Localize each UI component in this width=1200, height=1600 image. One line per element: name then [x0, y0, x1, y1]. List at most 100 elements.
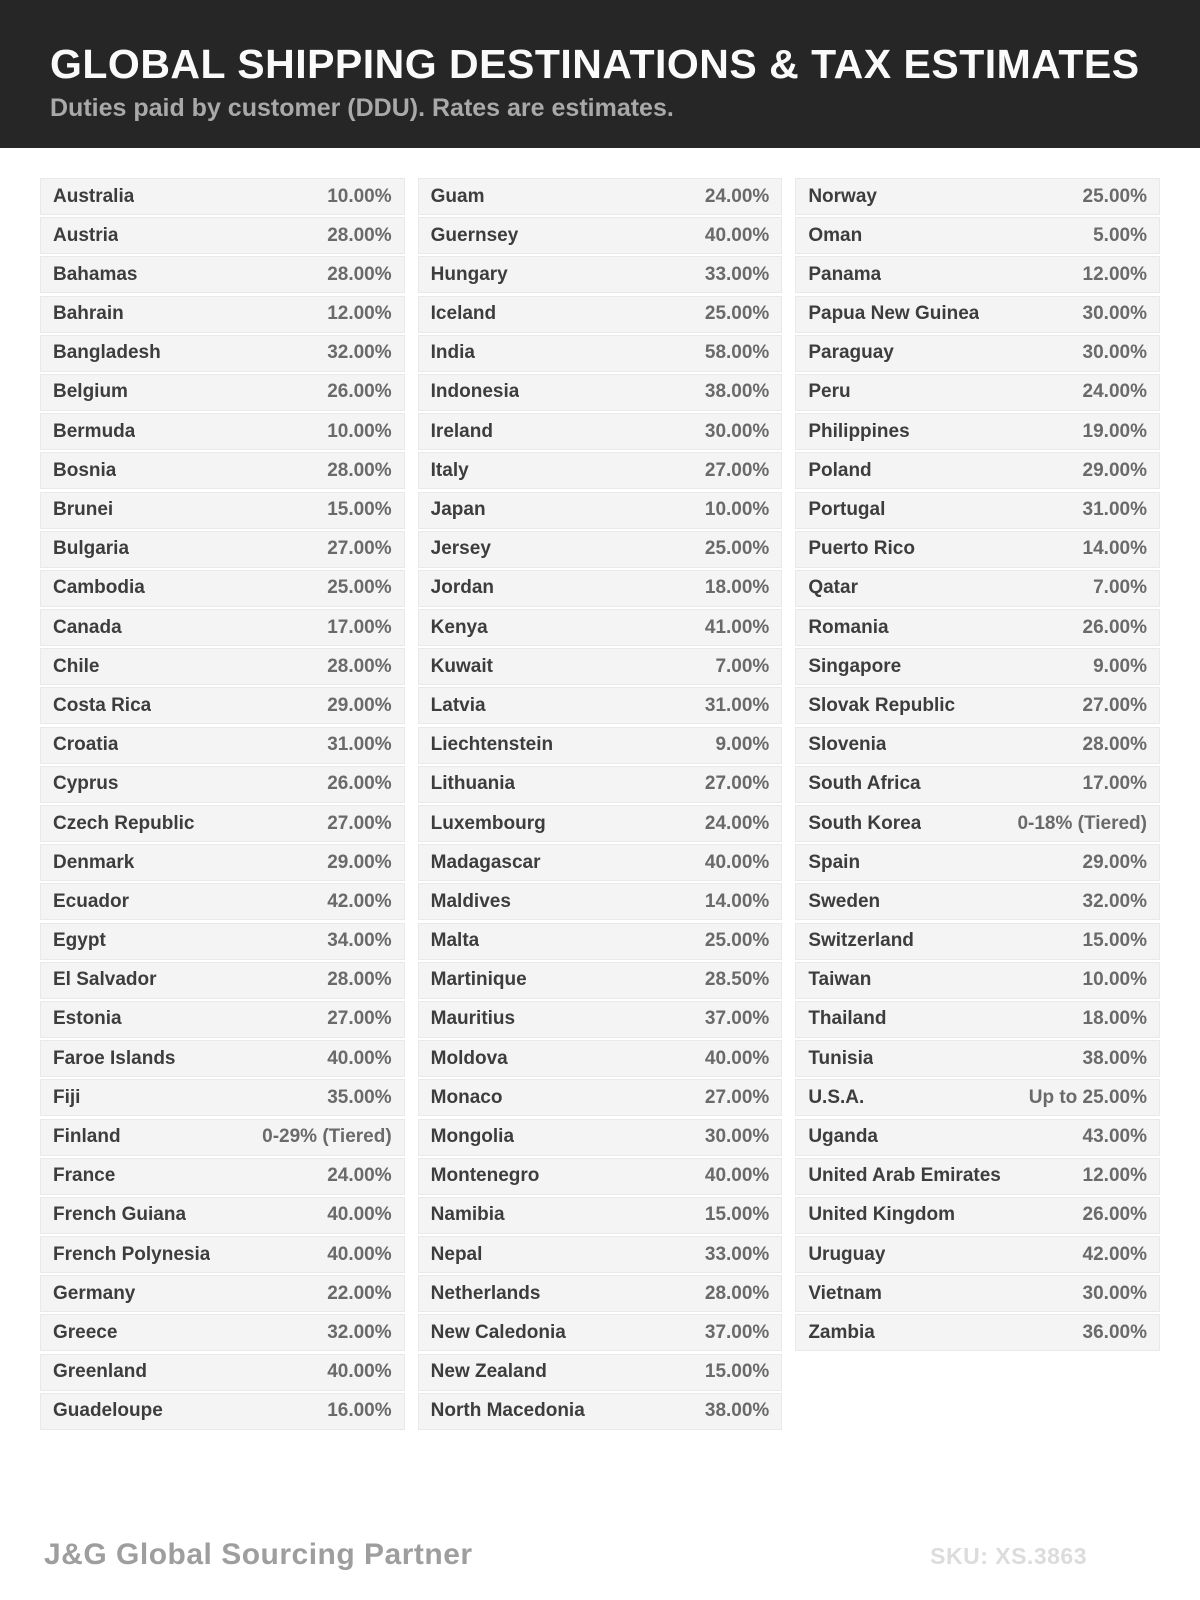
tax-rate: 40.00%	[327, 1204, 392, 1226]
table-row: Martinique 28.50%	[417, 961, 783, 999]
table-row: New Caledonia 37.00%	[417, 1314, 783, 1352]
country-name: Uganda	[808, 1126, 879, 1147]
table-row: Jordan 18.00%	[417, 569, 783, 607]
table-row: Lithuania 27.00%	[417, 765, 783, 803]
tax-rate: 33.00%	[704, 263, 770, 285]
tax-rate: 32.00%	[327, 1321, 392, 1343]
country-name: Sweden	[808, 890, 881, 912]
tax-rate: 36.00%	[1082, 1321, 1147, 1343]
table-row: Croatia 31.00%	[40, 726, 405, 764]
country-name: South Korea	[808, 812, 922, 834]
country-name: Austria	[53, 224, 119, 246]
table-row: Faroe Islands 40.00%	[40, 1040, 405, 1078]
table-row: Brunei 15.00%	[40, 491, 405, 529]
page-title: GLOBAL SHIPPING DESTINATIONS & TAX ESTIM…	[50, 41, 1140, 87]
country-name: Slovenia	[808, 734, 887, 756]
country-name: El Salvador	[53, 969, 157, 991]
country-name: French Guiana	[53, 1204, 187, 1226]
country-name: Hungary	[430, 263, 508, 285]
brand-name: J&G Global Sourcing Partner	[44, 1538, 473, 1571]
tax-rate: 28.00%	[327, 224, 392, 246]
country-name: Luxembourg	[430, 812, 546, 834]
country-name: Malta	[430, 930, 480, 952]
tax-rate: 25.00%	[1082, 185, 1147, 207]
table-row: Egypt 34.00%	[40, 922, 405, 960]
country-name: Papua New Guinea	[808, 303, 980, 325]
table-row: Estonia 27.00%	[40, 1000, 405, 1038]
tax-rate: 28.00%	[327, 263, 392, 285]
tax-rate: 17.00%	[327, 616, 392, 638]
table-row: Greenland 40.00%	[40, 1353, 405, 1391]
table-row: Bermuda 10.00%	[40, 413, 405, 451]
table-row: Zambia 36.00%	[795, 1314, 1160, 1352]
tax-rate: 40.00%	[704, 224, 770, 246]
country-name: Singapore	[808, 655, 902, 677]
tax-rate: 37.00%	[704, 1321, 770, 1343]
country-name: Latvia	[430, 694, 486, 716]
table-row: Bahrain 12.00%	[40, 295, 405, 333]
country-name: Puerto Rico	[808, 538, 915, 560]
country-name: Brunei	[53, 499, 114, 520]
table-row: Mongolia 30.00%	[417, 1118, 783, 1156]
tax-rate: 12.00%	[1082, 263, 1147, 285]
country-name: Jordan	[430, 577, 495, 599]
tax-rate: 7.00%	[715, 655, 770, 677]
tax-rate: 28.50%	[704, 969, 770, 991]
tax-rate: 10.00%	[327, 185, 392, 207]
table-row: Poland 29.00%	[795, 452, 1160, 490]
tax-rate: 15.00%	[704, 1204, 770, 1226]
table-row: Netherlands 28.00%	[417, 1275, 783, 1313]
country-name: Belgium	[53, 381, 128, 403]
country-name: French Polynesia	[53, 1243, 211, 1265]
tax-rate: 30.00%	[1082, 303, 1147, 325]
country-name: Mauritius	[430, 1008, 516, 1030]
table-column-1: Australia 10.00% Austria 28.00% Bahamas 28.00…	[40, 178, 405, 1432]
country-name: Paraguay	[808, 342, 894, 364]
country-name: Philippines	[808, 420, 910, 442]
country-name: Uruguay	[808, 1243, 886, 1265]
table-row: Bangladesh 32.00%	[40, 334, 405, 372]
tax-rate: 15.00%	[704, 1361, 770, 1383]
table-row: Tunisia 38.00%	[795, 1040, 1160, 1078]
tax-rate: 29.00%	[1082, 459, 1147, 481]
tax-rate: 27.00%	[327, 1008, 392, 1030]
country-name: Croatia	[53, 734, 119, 756]
tax-rate: 15.00%	[1082, 930, 1147, 952]
country-name: Taiwan	[808, 969, 872, 991]
table-row: Norway 25.00%	[795, 178, 1160, 215]
tax-rate: 30.00%	[704, 420, 770, 442]
country-name: Japan	[430, 499, 486, 520]
country-name: Estonia	[53, 1008, 122, 1030]
country-name: Kuwait	[430, 655, 493, 677]
tax-rate: 28.00%	[327, 459, 392, 481]
tax-rate: 28.00%	[327, 655, 392, 677]
country-name: Romania	[808, 616, 889, 638]
country-name: Chile	[53, 655, 100, 677]
table-row: Fiji 35.00%	[40, 1079, 405, 1117]
tax-rate: 58.00%	[704, 342, 770, 364]
country-name: Guernsey	[430, 224, 519, 246]
country-name: Oman	[808, 224, 863, 246]
country-name: Ecuador	[53, 890, 130, 912]
country-name: Bahamas	[53, 263, 138, 285]
table-row: Kenya 41.00%	[417, 609, 783, 647]
country-name: Thailand	[808, 1008, 887, 1030]
tax-rate: 24.00%	[327, 1165, 392, 1187]
table-row: Montenegro 40.00%	[417, 1157, 783, 1195]
tax-rate: 24.00%	[704, 185, 770, 207]
page-footer: J&G Global Sourcing Partner SKU: XS.3863	[44, 1538, 1087, 1572]
table-row: Luxembourg 24.00%	[417, 805, 783, 842]
tax-rate: 30.00%	[1082, 1282, 1147, 1304]
country-name: Finland	[53, 1126, 121, 1147]
tax-rate: 32.00%	[327, 342, 392, 364]
table-row: Chile 28.00%	[40, 648, 405, 686]
country-name: Vietnam	[808, 1282, 882, 1304]
table-row: Panama 12.00%	[795, 256, 1160, 294]
tax-rate: 30.00%	[1082, 342, 1147, 364]
country-name: Moldova	[430, 1047, 508, 1069]
tax-rate: 40.00%	[327, 1047, 392, 1069]
country-name: Mongolia	[430, 1126, 515, 1147]
tax-rate: 27.00%	[704, 773, 770, 795]
tax-rate: 12.00%	[1082, 1165, 1147, 1187]
country-name: Fiji	[53, 1086, 81, 1108]
